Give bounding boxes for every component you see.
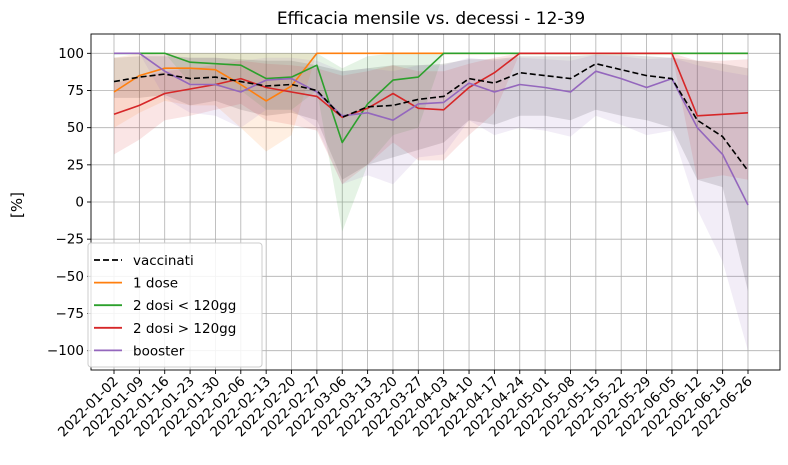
band-2-dosi-120gg (114, 53, 748, 185)
legend-label: 2 dosi < 120gg (133, 298, 236, 314)
y-tick-label: −25 (56, 232, 85, 248)
y-tick-label: 0 (75, 195, 84, 211)
legend-label: 2 dosi > 120gg (133, 321, 236, 337)
grid (91, 34, 780, 370)
legend-box (87, 242, 263, 368)
legend-label: vaccinati (133, 253, 194, 269)
series-line-2-dosi-120gg (113, 52, 749, 119)
y-tick-label: 50 (67, 120, 84, 136)
y-tick-label: 25 (67, 157, 84, 173)
y-tick-label: −50 (56, 269, 85, 285)
series-line-vaccinati (113, 62, 749, 172)
legend-label: 1 dose (133, 276, 178, 292)
y-tick-label: 100 (58, 46, 84, 62)
band-vaccinati (114, 54, 748, 292)
y-axis-label: [%] (8, 192, 26, 218)
legend: vaccinati 1 dose 2 dosi < 120gg 2 dosi > 12… (87, 242, 263, 368)
y-tick-label: 75 (67, 83, 84, 99)
plot-area: −100 −75 −50 −25 0 25 50 75 100 2022-01-022022-01… (47, 33, 781, 440)
chart-title: Efficacia mensile vs. decessi - 12-39 (277, 9, 585, 29)
legend-label: booster (133, 343, 185, 359)
y-ticks: −100 −75 −50 −25 0 25 50 75 100 (47, 46, 91, 359)
series-line-booster (114, 52, 749, 206)
y-tick-label: −100 (47, 343, 84, 359)
x-ticks: 2022-01-022022-01-092022-01-162022-01-23… (55, 370, 756, 440)
y-tick-label: −75 (56, 306, 85, 322)
series-lines (113, 52, 749, 206)
